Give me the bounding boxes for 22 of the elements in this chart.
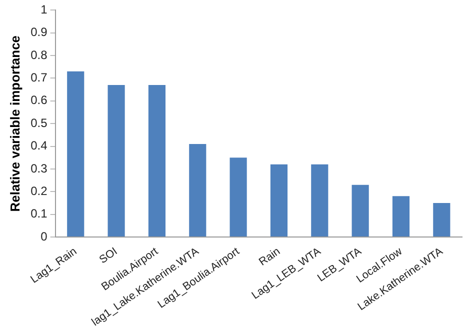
y-tick-label: 0.6 (30, 93, 48, 108)
y-tick-label: 0.2 (30, 184, 48, 198)
y-tick-label: 0.7 (30, 70, 48, 85)
y-axis-title: Relative variable importance (7, 35, 22, 212)
y-tick-label: 0.1 (30, 206, 48, 221)
y-tick-label: 0.3 (30, 161, 48, 176)
bar (189, 144, 206, 237)
y-tick-label: 0.9 (30, 25, 48, 40)
bar (67, 71, 84, 237)
bar (270, 164, 288, 237)
bar (433, 202, 450, 237)
y-tick-label: 1 (40, 2, 48, 17)
y-tick-label: 0.5 (30, 116, 48, 130)
y-tick-label: 0.4 (30, 138, 48, 153)
y-tick-label: 0.8 (30, 48, 48, 62)
bar (148, 85, 166, 237)
bar (108, 85, 125, 237)
bar (352, 184, 369, 237)
y-tick-label: 0 (40, 229, 48, 244)
bar (392, 196, 410, 237)
bar (311, 164, 328, 237)
bar (230, 158, 247, 237)
